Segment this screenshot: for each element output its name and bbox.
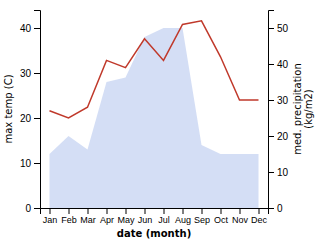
- tick-label: 40: [277, 59, 289, 70]
- tick-label: 40: [20, 23, 32, 34]
- title-line: med. precipitation: [292, 63, 303, 155]
- tick: 40: [20, 23, 40, 34]
- tick-mark: [268, 28, 274, 29]
- tick-label: Oct: [214, 215, 229, 225]
- tick: Nov: [232, 208, 249, 225]
- tick-mark: [88, 208, 89, 214]
- marks: [50, 21, 259, 208]
- tick-label: 10: [277, 167, 289, 178]
- tick: Dec: [251, 208, 268, 225]
- tick-mark: [268, 172, 274, 173]
- tick-label: 30: [20, 68, 32, 79]
- tick-mark: [34, 163, 40, 164]
- y2-axis-title: med. precipitation(kg/m2): [292, 63, 314, 155]
- tick-mark: [268, 100, 274, 101]
- tick: 40: [268, 59, 289, 70]
- tick: 0: [25, 203, 40, 214]
- y-axis: 0 10 20 30 40: [20, 11, 41, 214]
- tick: 10: [268, 167, 289, 178]
- chart: JanFebMar AprMayJun Jul AugSep OctNovDec 0 10 2…: [0, 0, 318, 242]
- tick: 0: [268, 203, 283, 214]
- tick: Oct: [214, 208, 229, 225]
- tick: 20: [268, 131, 289, 142]
- tick-mark: [268, 136, 274, 137]
- tick-mark: [268, 64, 274, 65]
- tick-mark: [107, 208, 108, 214]
- axis-line: [34, 11, 41, 209]
- tick-label: Jun: [138, 215, 153, 225]
- tick-label: 30: [277, 95, 289, 106]
- tick-mark: [126, 208, 127, 214]
- tick-mark: [164, 208, 165, 214]
- tick-label: 20: [20, 113, 32, 124]
- tick-label: Nov: [232, 215, 249, 225]
- tick-mark: [145, 208, 146, 214]
- tick: Feb: [61, 208, 77, 225]
- tick-label: Aug: [175, 215, 191, 225]
- plot-area: JanFebMar AprMayJun Jul AugSep OctNovDec 0 10 2…: [20, 11, 289, 226]
- tick-label: Jul: [158, 215, 170, 225]
- x-axis-title: date (month): [117, 228, 191, 239]
- tick: May: [117, 208, 135, 225]
- tick-label: 10: [20, 158, 32, 169]
- tick-mark: [34, 208, 40, 209]
- area: [50, 28, 259, 208]
- x-axis: JanFebMar AprMayJun Jul AugSep OctNovDec: [41, 208, 269, 225]
- tick-mark: [259, 208, 260, 214]
- axis-line: [269, 11, 275, 209]
- tick-mark: [69, 208, 70, 214]
- tick-mark: [34, 73, 40, 74]
- tick-label: Mar: [80, 215, 96, 225]
- tick-mark: [240, 208, 241, 214]
- title-line: (kg/m2): [303, 89, 314, 129]
- tick-mark: [34, 28, 40, 29]
- y-axis-title: max temp (C): [3, 74, 14, 143]
- tick-label: Dec: [251, 215, 268, 225]
- tick-label: Jan: [43, 215, 58, 225]
- tick-mark: [34, 118, 40, 119]
- axis-line: [41, 209, 269, 215]
- tick-label: Feb: [61, 215, 77, 225]
- line: [50, 21, 259, 118]
- y2-axis: 0 10 20 30 40 50: [268, 11, 289, 214]
- tick-mark: [221, 208, 222, 214]
- tick: 30: [20, 68, 40, 79]
- tick: Jul: [158, 208, 170, 225]
- tick-label: May: [117, 215, 135, 225]
- tick-label: 0: [277, 203, 283, 214]
- tick: Sep: [194, 208, 210, 225]
- tick-label: 50: [277, 23, 289, 34]
- tick-mark: [202, 208, 203, 214]
- tick: 30: [268, 95, 289, 106]
- tick: Apr: [100, 208, 114, 225]
- tick-mark: [268, 208, 274, 209]
- tick: Aug: [175, 208, 191, 225]
- tick-label: 20: [277, 131, 289, 142]
- tick: Mar: [80, 208, 96, 225]
- tick: Jun: [138, 208, 153, 225]
- tick: 50: [268, 23, 289, 34]
- tick-label: 0: [25, 203, 31, 214]
- tick: 20: [20, 113, 40, 124]
- tick-mark: [50, 208, 51, 214]
- tick-label: Apr: [100, 215, 114, 225]
- tick-mark: [183, 208, 184, 214]
- tick: 10: [20, 158, 40, 169]
- tick: Jan: [43, 208, 58, 225]
- tick-label: Sep: [194, 215, 210, 225]
